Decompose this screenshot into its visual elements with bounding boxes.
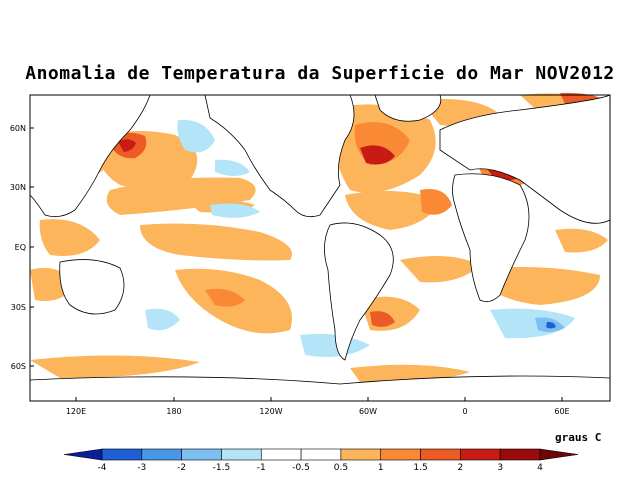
lon-tick-60e: 60E [554, 407, 569, 416]
lon-tick-60w: 60W [359, 407, 377, 416]
lon-axis: 120E 180 120W 60W 0 60E [66, 397, 570, 416]
colorbar-label: 0.5 [334, 463, 348, 473]
anomaly-patch-spac-cool2 [300, 333, 370, 358]
anomaly-patch-trop-pac [140, 223, 292, 261]
colorbar-arrow-high [539, 448, 579, 461]
lon-tick-180: 180 [166, 407, 181, 416]
colorbar-swatch [101, 448, 143, 461]
anomaly-patch-indian-north [555, 228, 608, 253]
colorbar-swatch [460, 448, 501, 461]
continent-africa [452, 173, 530, 303]
colorbar-label: 2 [457, 463, 463, 473]
lon-tick-0: 0 [462, 407, 467, 416]
anomaly-patch-s-atl-band [400, 256, 480, 283]
colorbar-label: -1.5 [213, 463, 231, 473]
anomaly-patch-indonesia [39, 219, 100, 256]
lat-tick-30n: 30N [10, 183, 26, 192]
anomaly-patch-s-indian-cool [490, 308, 575, 339]
continents [29, 94, 611, 402]
colorbar: -4 -3 -2 -1.5 -1 -0.5 0.5 1 1.5 2 3 4 [63, 448, 579, 473]
continent-eurasia [29, 94, 611, 224]
lat-axis: 60N 30N EQ 30S 60S [10, 124, 34, 371]
anomaly-patch-pac-cool [215, 159, 250, 176]
colorbar-label: 1.5 [413, 463, 427, 473]
lat-tick-60s: 60S [11, 362, 26, 371]
anomaly-patch-atl-subtrop [345, 191, 440, 230]
map-frame [29, 94, 611, 402]
lon-tick-120w: 120W [259, 407, 282, 416]
anomaly-patch-southern-band [30, 355, 200, 378]
lat-tick-60n: 60N [10, 124, 26, 133]
colorbar-label: -0.5 [292, 463, 310, 473]
colorbar-swatch [221, 448, 262, 461]
colorbar-label: -4 [98, 463, 107, 473]
continent-antarctica [29, 375, 611, 402]
anomaly-patch-atl-east [420, 189, 452, 215]
colorbar-swatch [380, 448, 421, 461]
colorbar-label: 1 [378, 463, 384, 473]
continent-greenland [374, 94, 442, 122]
anomaly-patch-alaska-cool [177, 119, 215, 153]
continent-australia [59, 259, 125, 315]
colorbar-swatch [141, 448, 182, 461]
colorbar-label: -3 [137, 463, 146, 473]
colorbar-units: graus C [555, 431, 602, 444]
colorbar-swatch [340, 448, 382, 461]
anomaly-patch-south-pac-strong [205, 288, 245, 307]
colorbar-swatch [260, 448, 302, 461]
anomaly-patch-japan-core [118, 139, 136, 152]
anomaly-patch-brazil-strong [370, 311, 395, 327]
colorbar-swatch [420, 448, 461, 461]
colorbar-swatch [181, 448, 222, 461]
colorbar-label: 3 [497, 463, 503, 473]
lat-tick-30s: 30S [11, 303, 26, 312]
lon-tick-120e: 120E [66, 407, 86, 416]
anomaly-patch-npac-band [106, 177, 256, 215]
colorbar-label: 4 [537, 463, 543, 473]
anomaly-patch-s-indian-cool3 [546, 321, 556, 329]
colorbar-swatch [300, 448, 342, 461]
continent-north-america [204, 94, 355, 218]
colorbar-swatch [499, 448, 541, 461]
colorbar-arrow-low [63, 448, 103, 461]
continent-south-america [324, 222, 394, 361]
colorbar-label: -1 [257, 463, 266, 473]
colorbar-label: -2 [177, 463, 186, 473]
anomaly-patch-spac-cool [145, 308, 180, 331]
anomaly-patch-cal-cool [210, 203, 260, 218]
anomaly-patch-n-atlantic-core [360, 145, 395, 165]
lat-tick-eq: EQ [15, 243, 26, 252]
map-title: Anomalia de Temperatura da Superficie do… [25, 63, 615, 84]
